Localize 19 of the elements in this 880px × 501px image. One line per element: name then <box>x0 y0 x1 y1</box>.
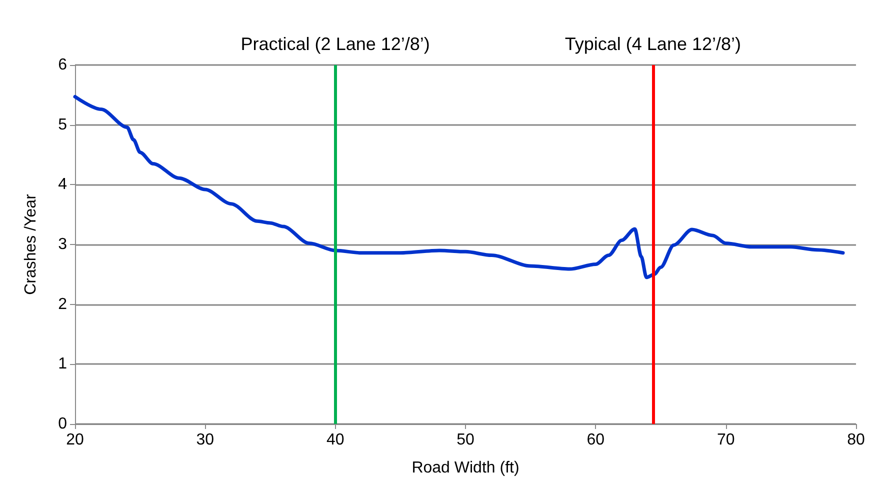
x-tick-label: 70 <box>716 432 735 448</box>
y-tick-label: 0 <box>58 416 68 432</box>
y-tick-label: 3 <box>58 236 68 253</box>
y-tick-label: 4 <box>58 176 68 194</box>
x-tick-label: 40 <box>326 432 344 448</box>
y-tick-label: 1 <box>58 356 68 373</box>
x-tick-label: 60 <box>586 432 605 448</box>
ref-line-label: Typical (4 Lane 12’/8’) <box>564 34 741 54</box>
x-tick-label: 30 <box>196 432 214 448</box>
y-axis-title: Crashes /Year <box>22 193 40 295</box>
line-series <box>73 94 845 280</box>
x-tick-label: 80 <box>847 432 865 448</box>
y-tick-label: 5 <box>58 116 68 134</box>
x-tick-label: 20 <box>66 432 84 448</box>
x-axis-title: Road Width (ft) <box>412 460 520 476</box>
ref-line-label: Practical (2 Lane 12’/8’) <box>240 34 430 54</box>
x-tick-label: 50 <box>456 432 474 448</box>
y-tick-label: 6 <box>58 56 68 74</box>
y-tick-label: 2 <box>58 296 68 313</box>
